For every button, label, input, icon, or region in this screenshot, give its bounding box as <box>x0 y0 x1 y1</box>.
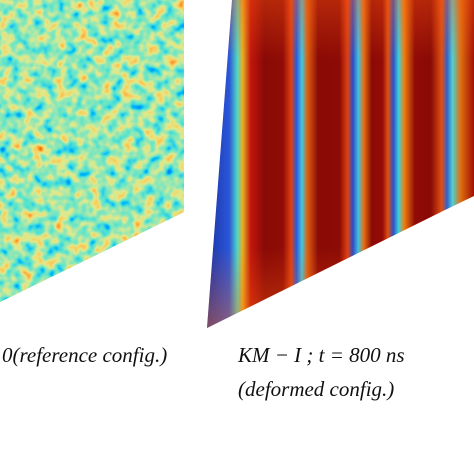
reference-panel <box>0 0 184 302</box>
caption: 0(reference config.) <box>2 343 167 367</box>
caption: KM − I ; t = 800 ns <box>237 343 405 367</box>
caption: (deformed config.) <box>238 377 394 401</box>
deformed-panel <box>207 0 474 328</box>
